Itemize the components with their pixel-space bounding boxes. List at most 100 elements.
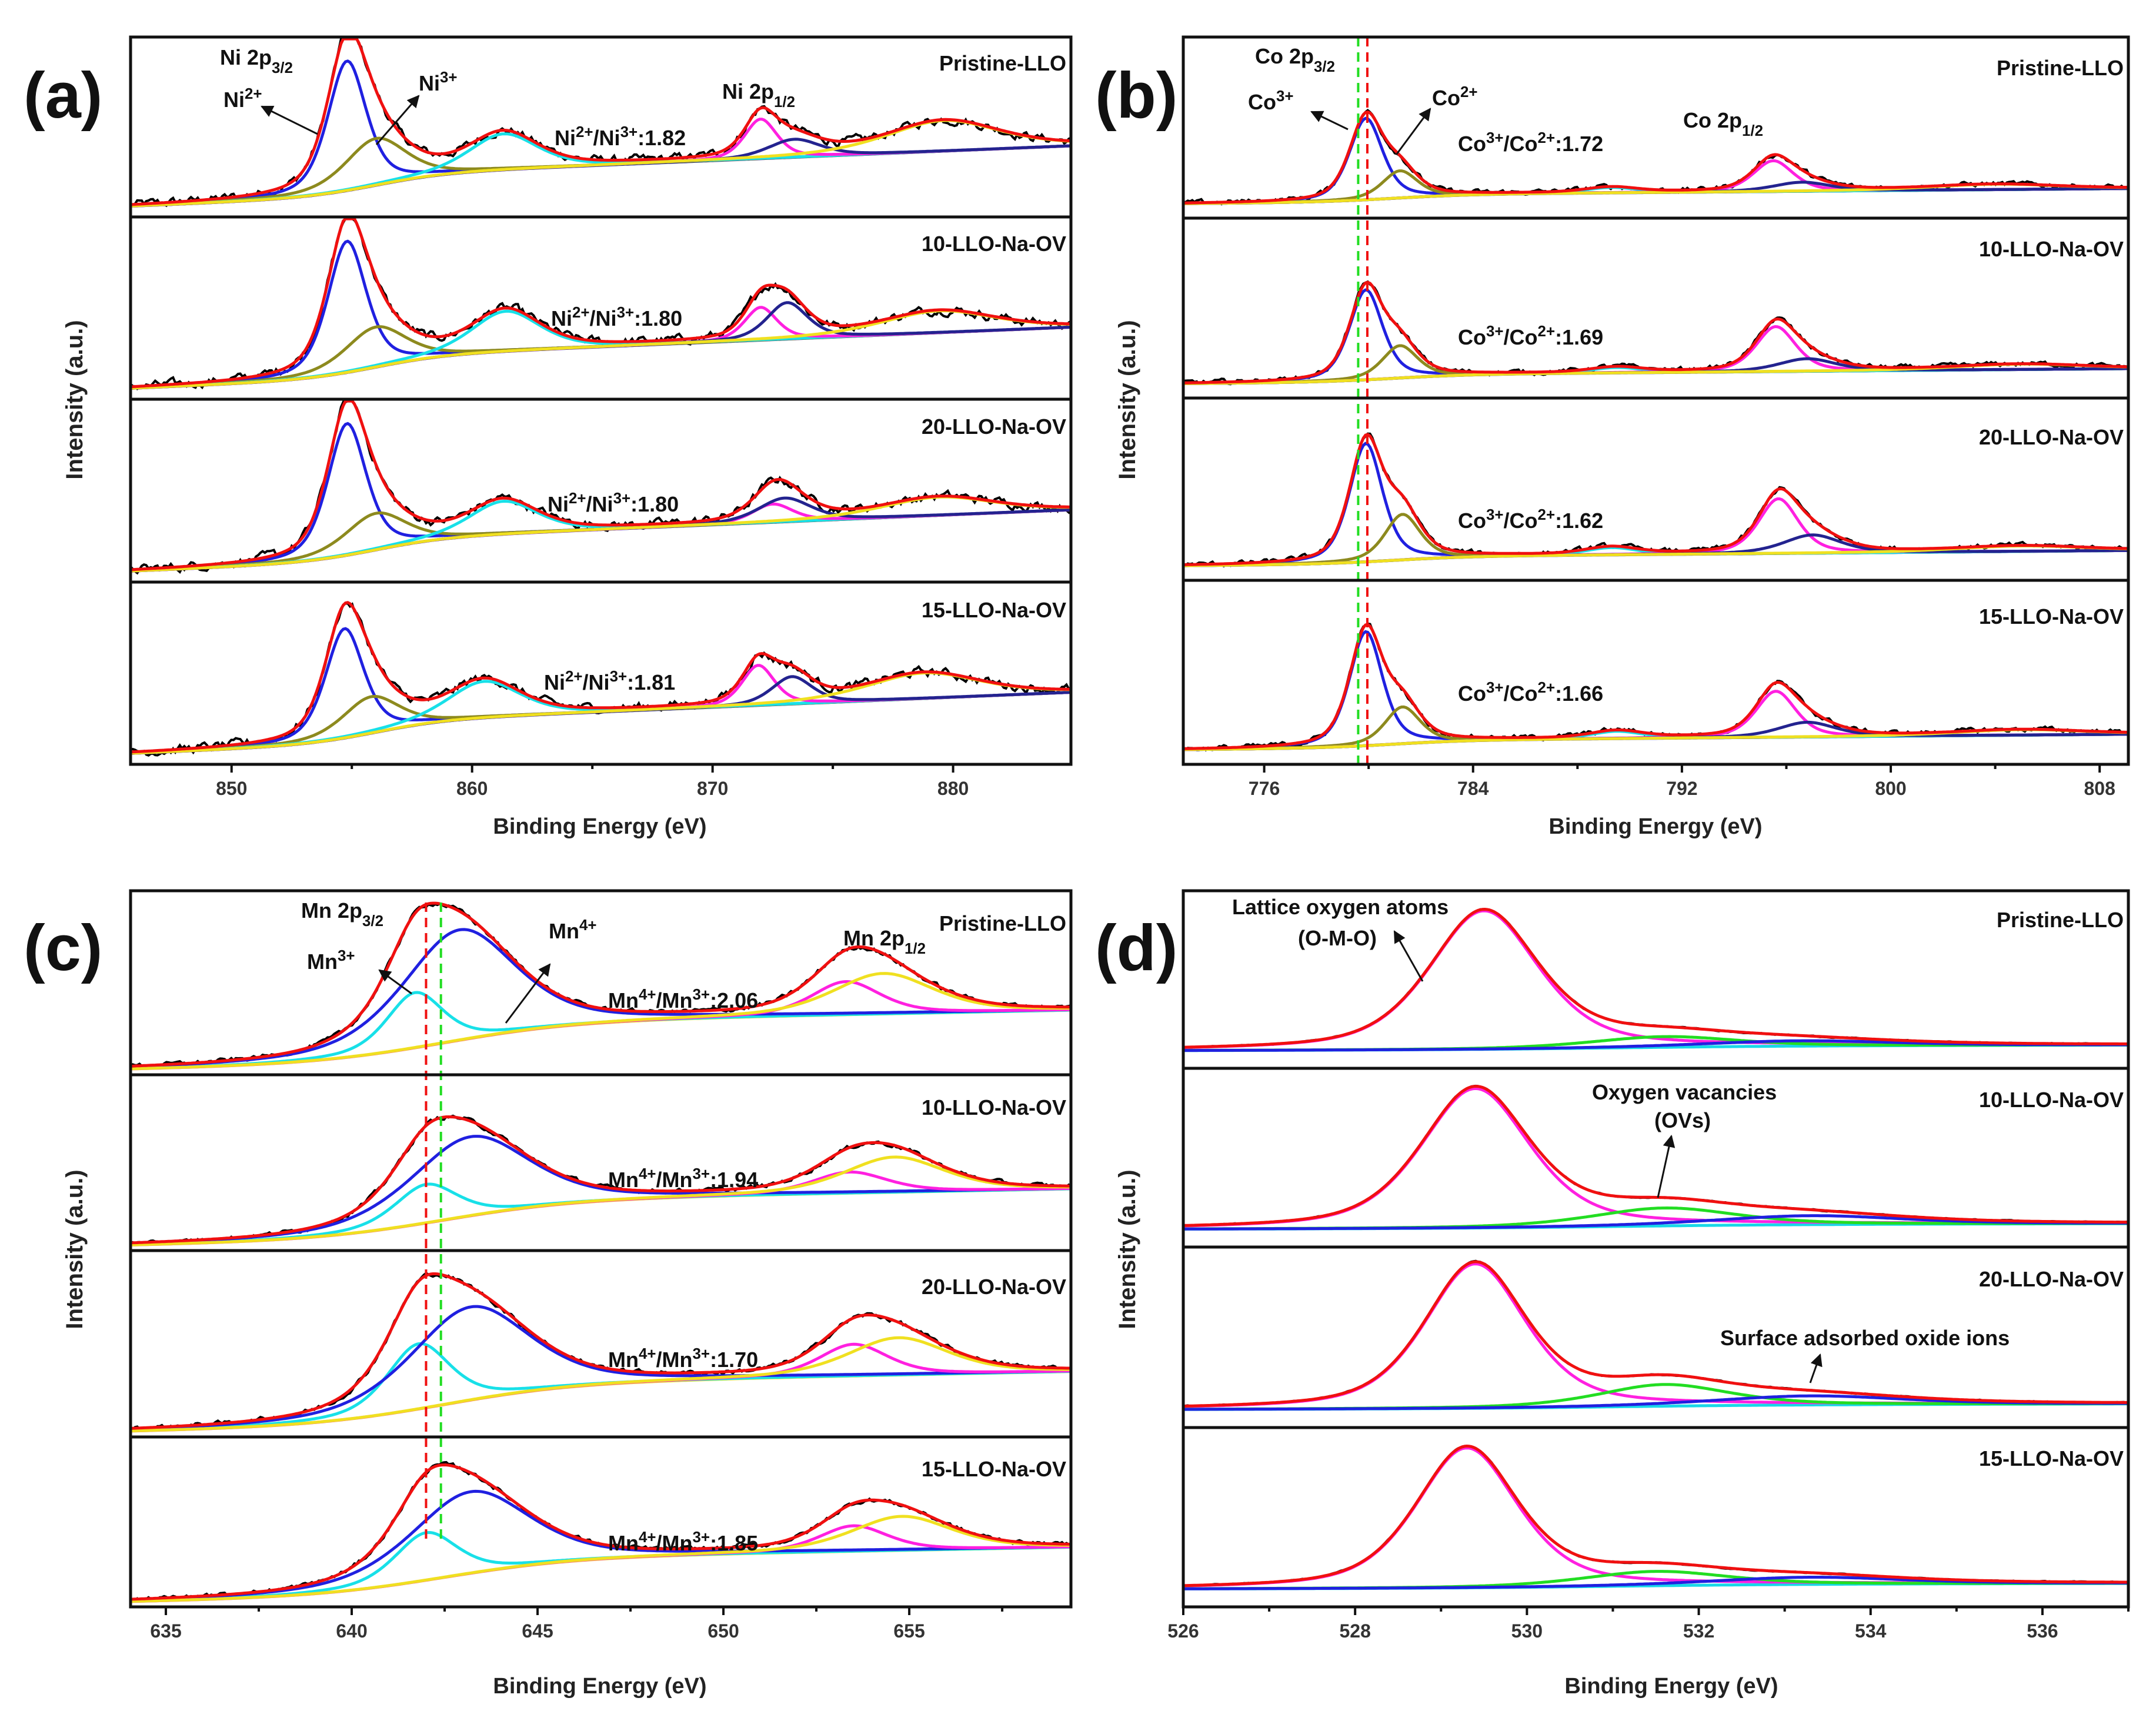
annotation-label-part: 1/2 [774, 94, 795, 111]
annotation-label: Ni2+ [223, 86, 262, 112]
x-tick-label: 650 [707, 1620, 739, 1642]
ratio-label-part: 3+ [610, 669, 628, 685]
sample-label: 20-LLO-Na-OV [922, 415, 1066, 439]
sample-label: 15-LLO-Na-OV [1979, 604, 2124, 629]
ratio-label-part: 3+ [620, 124, 638, 141]
annotation-label: Mn 2p3/2 [301, 898, 383, 930]
panel-letter: (b) [1095, 59, 1177, 132]
annotation-label-part: Ni 2p [220, 45, 272, 69]
annotation-label-part: 4+ [579, 917, 597, 934]
ratio-label-part: 2+ [565, 669, 583, 685]
annotation-arrow [505, 963, 551, 1024]
fit-envelope [130, 1115, 1072, 1245]
ratio-label: Ni2+/Ni3+:1.80 [548, 490, 679, 516]
ratio-label-part: 3+ [1486, 130, 1504, 146]
annotation-arrow [1809, 1353, 1823, 1383]
subplot-10-llo-na-ov: 10-LLO-Na-OV [1183, 1084, 2129, 1231]
ratio-label-part: /Mn [656, 1168, 693, 1192]
ratio-label-part: /Ni [593, 126, 620, 150]
x-tick-label: 655 [893, 1620, 925, 1642]
fit-component-3 [130, 1515, 1071, 1603]
fit-envelope [130, 217, 1072, 389]
ratio-label-part: :1.80 [630, 492, 679, 516]
x-tick-label: 526 [1167, 1620, 1199, 1642]
ratio-label-part: 4+ [639, 1346, 656, 1362]
annotation-label: Ni 2p3/2 [220, 45, 293, 76]
ratio-label-part: Ni [551, 306, 572, 330]
panel-b: Pristine-LLOCo3+/Co2+:1.7210-LLO-Na-OVCo… [1095, 35, 2130, 839]
ratio-label-part: /Ni [590, 306, 617, 330]
annotation-label: Mn 2p1/2 [843, 926, 926, 957]
annotation-arrow [378, 969, 412, 995]
panel-d: Pristine-LLO 10-LLO-Na-OV 20-LLO-Na-OV 15-L… [1095, 889, 2130, 1699]
sample-label: 10-LLO-Na-OV [1979, 1088, 2124, 1112]
sample-label: Pristine-LLO [939, 51, 1066, 75]
annotation-label: Lattice oxygen atoms [1232, 895, 1449, 919]
ratio-label-part: :1.72 [1555, 132, 1603, 156]
ratio-label-part: 3+ [693, 1529, 710, 1546]
sample-label: 15-LLO-Na-OV [922, 1457, 1066, 1481]
annotation-label-part: 3/2 [1314, 59, 1335, 75]
ratio-label: Mn4+/Mn3+:1.70 [608, 1346, 758, 1372]
background-curve [130, 1008, 1072, 1071]
subplot-20-llo-na-ov: 20-LLO-Na-OV Ni2+/Ni3+:1.80 [129, 399, 1072, 575]
ratio-label: Ni2+/Ni3+:1.82 [555, 124, 686, 150]
annotation-arrow [375, 95, 420, 145]
subplot-10-llo-na-ov: 10-LLO-Na-OV Mn4+/Mn3+:1.94 [130, 1095, 1072, 1246]
annotation-label: (OVs) [1654, 1108, 1711, 1132]
annotation-label: Oxygen vacancies [1592, 1080, 1777, 1104]
fit-component-2 [1183, 1039, 2128, 1052]
annotation-label: Mn4+ [549, 917, 597, 943]
x-axis-title: Binding Energy (eV) [1564, 1674, 1778, 1699]
y-axis-title: Intensity (a.u.) [1114, 320, 1140, 479]
panel-letter: (d) [1095, 912, 1177, 984]
fit-component-1 [1183, 169, 2129, 205]
ratio-label-part: Ni [544, 670, 565, 694]
x-tick-label: 850 [216, 778, 247, 799]
annotation-label: Ni 2p1/2 [722, 79, 795, 111]
fit-component-1 [1183, 705, 2128, 751]
x-tick-label: 800 [1875, 778, 1906, 799]
sample-label: 15-LLO-Na-OV [1979, 1446, 2124, 1470]
fit-envelope [130, 1463, 1071, 1601]
ratio-label-part: 3+ [693, 987, 710, 1003]
sample-label: Pristine-LLO [1997, 56, 2124, 80]
ratio-label-part: /Mn [656, 1531, 693, 1555]
annotation-arrow [261, 105, 318, 135]
ratio-label-part: :1.62 [1555, 509, 1603, 533]
ratio-label-part: Co [1458, 681, 1486, 706]
ratio-label-part: :1.85 [710, 1531, 758, 1555]
annotation-label-part: 3/2 [272, 60, 293, 76]
fit-component-2 [1183, 1394, 2128, 1411]
x-tick-label: 532 [1683, 1620, 1714, 1642]
subplot-15-llo-na-ov: 15-LLO-Na-OV [1183, 1444, 2129, 1590]
annotation-label: (O-M-O) [1298, 926, 1377, 950]
x-tick-label: 860 [456, 778, 488, 799]
ratio-label-part: 2+ [572, 305, 590, 321]
annotation-label: Co3+ [1248, 88, 1294, 114]
annotation-label: Surface adsorbed oxide ions [1720, 1326, 2010, 1350]
ratio-label-part: :2.06 [710, 988, 758, 1012]
x-tick-label: 784 [1457, 778, 1489, 799]
x-tick-label: 534 [1855, 1620, 1887, 1642]
x-tick-label: 530 [1511, 1620, 1543, 1642]
ratio-label-part: Mn [608, 1348, 639, 1372]
ratio-label-part: :1.82 [638, 126, 686, 150]
ratio-label-part: :1.81 [627, 670, 675, 694]
ratio-label-part: 3+ [693, 1166, 710, 1182]
y-axis-title: Intensity (a.u.) [62, 1169, 88, 1329]
ratio-label-part: :1.66 [1555, 681, 1603, 706]
fit-envelope [1183, 1084, 2128, 1227]
fit-envelope [130, 901, 1072, 1068]
ratio-label-part: /Mn [656, 988, 693, 1012]
ratio-label-part: 2+ [576, 124, 593, 141]
ratio-label-part: 2+ [569, 490, 586, 507]
x-axis-title: Binding Energy (eV) [1548, 814, 1762, 839]
fit-envelope [1183, 1444, 2128, 1587]
ratio-label-part: :1.80 [634, 306, 682, 330]
ratio-label-part: Mn [608, 1168, 639, 1192]
fit-envelope [1183, 280, 2129, 385]
fit-component-3 [1183, 325, 2128, 385]
